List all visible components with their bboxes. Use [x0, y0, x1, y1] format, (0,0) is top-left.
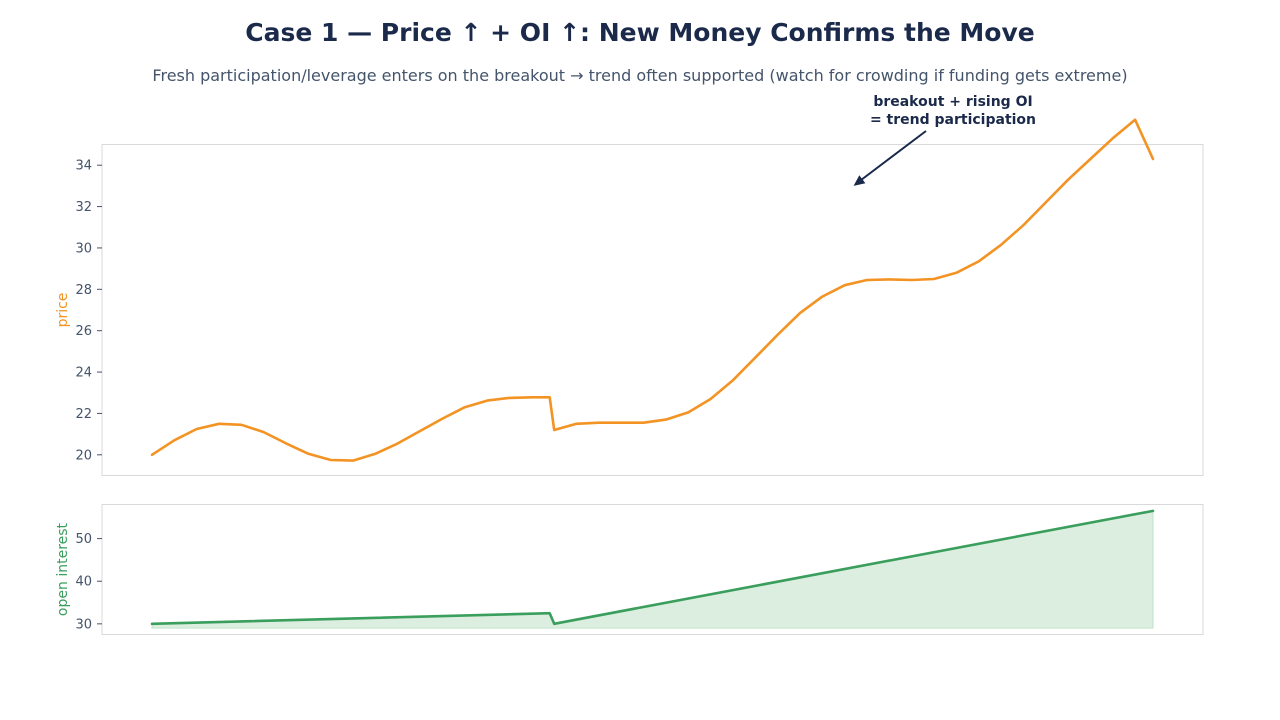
price-ytick-label: 34 — [75, 159, 92, 174]
price-ytick-label: 30 — [75, 241, 92, 256]
price-ytick-label: 28 — [75, 283, 92, 298]
annotation-text: = trend participation — [870, 112, 1036, 128]
price-ylabel: price — [55, 293, 71, 328]
annotation-arrowhead — [853, 175, 866, 186]
price-axes-frame — [101, 144, 1204, 476]
price-ytick-label: 26 — [75, 324, 92, 339]
oi-panel: 30 40 50 open interest — [55, 504, 1204, 635]
oi-series-line — [150, 509, 1155, 626]
oi-area-fill — [151, 510, 1154, 629]
price-ytick-label: 22 — [75, 407, 92, 422]
oi-ylabel: open interest — [55, 522, 71, 616]
annotation-text: breakout + rising OI — [873, 94, 1032, 110]
price-series-line — [150, 118, 1155, 462]
oi-ytick-label: 40 — [75, 575, 92, 590]
oi-ytick-label: 50 — [75, 532, 92, 547]
oi-axes-frame — [101, 504, 1204, 635]
price-ytick-label: 32 — [75, 200, 92, 215]
price-ytick-label: 24 — [75, 366, 92, 381]
annotation-arrow-line — [857, 130, 927, 183]
chart-subtitle: Fresh participation/leverage enters on t… — [152, 66, 1128, 85]
chart-title: Case 1 — Price ↑ + OI ↑: New Money Confi… — [245, 18, 1035, 47]
price-panel: 20 22 24 26 28 30 32 34 price breakout + rising O… — [55, 94, 1204, 476]
price-ytick-label: 20 — [75, 448, 92, 463]
oi-ytick-label: 30 — [75, 617, 92, 632]
